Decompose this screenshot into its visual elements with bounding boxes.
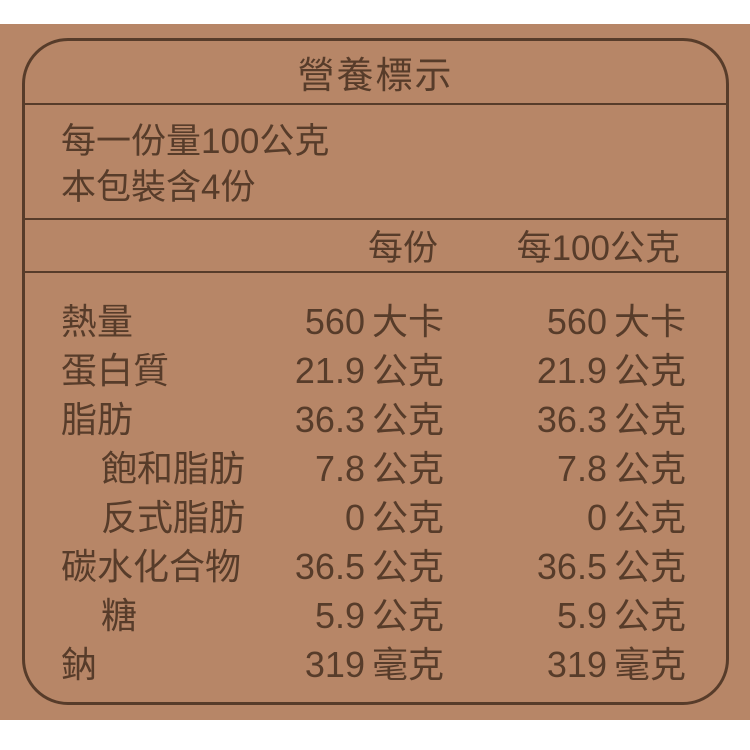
row-value-per-serving: 560 大卡 <box>304 301 444 342</box>
row-value-per-serving: 5.9 公克 <box>314 595 444 636</box>
row-value-per-100g: 36.3 公克 <box>536 399 686 440</box>
table-row: 碳水化合物 36.5 公克 36.5 公克 <box>25 538 726 587</box>
row-label: 脂肪 <box>61 399 134 440</box>
table-row: 脂肪 36.3 公克 36.3 公克 <box>25 391 726 440</box>
row-label: 蛋白質 <box>61 350 170 391</box>
label-title: 營養標示 <box>297 55 454 96</box>
row-value-per-serving: 36.5 公克 <box>294 546 444 587</box>
row-value-per-100g: 0 公克 <box>586 497 686 538</box>
label-title-section: 營養標示 <box>25 41 726 105</box>
row-label: 反式脂肪 <box>101 497 246 538</box>
row-value-per-serving: 7.8 公克 <box>314 448 444 489</box>
table-body: 熱量 560 大卡 560 大卡 蛋白質 21.9 公克 21.9 公克 脂肪 36.3… <box>25 273 726 685</box>
row-label: 熱量 <box>61 301 134 342</box>
serving-size-line: 每一份量100公克 <box>61 122 330 161</box>
row-label: 碳水化合物 <box>61 546 242 587</box>
column-header-per-serving: 每份 <box>367 229 438 268</box>
row-value-per-100g: 560 大卡 <box>546 301 686 342</box>
row-value-per-100g: 5.9 公克 <box>556 595 686 636</box>
row-value-per-100g: 36.5 公克 <box>536 546 686 587</box>
table-row: 飽和脂肪 7.8 公克 7.8 公克 <box>25 440 726 489</box>
table-row: 糖 5.9 公克 5.9 公克 <box>25 587 726 636</box>
row-value-per-100g: 7.8 公克 <box>556 448 686 489</box>
row-label: 飽和脂肪 <box>101 448 246 489</box>
column-header-per-100g: 每100公克 <box>516 229 680 268</box>
table-row: 蛋白質 21.9 公克 21.9 公克 <box>25 342 726 391</box>
row-value-per-100g: 21.9 公克 <box>536 350 686 391</box>
table-row: 鈉 319 毫克 319 毫克 <box>25 636 726 685</box>
row-value-per-serving: 36.3 公克 <box>294 399 444 440</box>
serving-info-section: 每一份量100公克 本包裝含4份 <box>25 105 726 220</box>
table-header-row: 每份 每100公克 <box>25 220 726 273</box>
row-value-per-serving: 0 公克 <box>344 497 444 538</box>
nutrition-label: 營養標示 每一份量100公克 本包裝含4份 每份 每100公克 熱量 560 大卡… <box>22 38 729 705</box>
row-value-per-serving: 21.9 公克 <box>294 350 444 391</box>
row-label: 糖 <box>101 595 138 636</box>
table-row: 熱量 560 大卡 560 大卡 <box>25 293 726 342</box>
row-value-per-100g: 319 毫克 <box>546 644 686 685</box>
servings-per-package-line: 本包裝含4份 <box>61 168 256 207</box>
row-value-per-serving: 319 毫克 <box>304 644 444 685</box>
label-background: 營養標示 每一份量100公克 本包裝含4份 每份 每100公克 熱量 560 大卡… <box>0 24 750 720</box>
table-row: 反式脂肪 0 公克 0 公克 <box>25 489 726 538</box>
row-label: 鈉 <box>61 644 98 685</box>
